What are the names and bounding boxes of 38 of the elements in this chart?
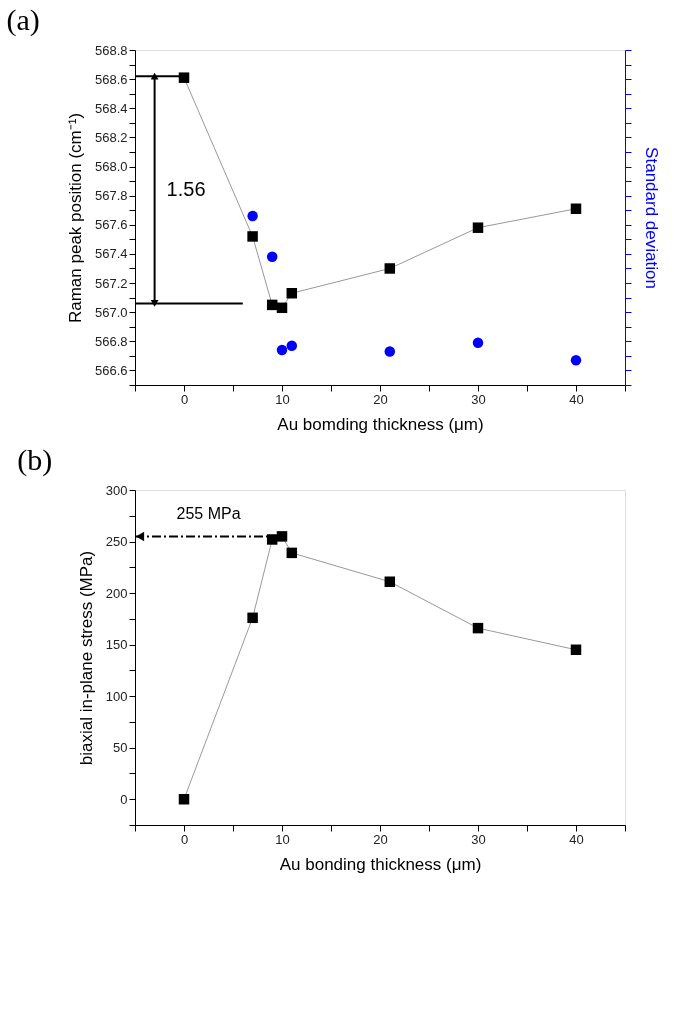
y-tick-label: 566.6 xyxy=(94,362,128,378)
x-tick-label: 0 xyxy=(180,831,189,847)
y-tick-label: 150 xyxy=(105,637,128,653)
y-tick-label: 567.0 xyxy=(94,304,128,320)
y-tick-label: 568.6 xyxy=(94,71,128,87)
y-tick-label: 568.0 xyxy=(94,159,128,175)
x-tick-label: 30 xyxy=(471,831,486,847)
y-tick-label: 568.4 xyxy=(94,100,128,116)
y-tick-label: 250 xyxy=(105,534,128,550)
x-tick-label: 30 xyxy=(471,391,486,407)
x-tick-label: 40 xyxy=(569,391,584,407)
annotation: 255 MPa xyxy=(176,505,241,523)
x-tick-label: 20 xyxy=(373,391,388,407)
y-tick-label: 568.8 xyxy=(94,42,128,58)
y-tick-label: 567.4 xyxy=(94,246,128,262)
y-tick-label: 567.8 xyxy=(94,188,128,204)
chart-title: (a) xyxy=(6,3,40,37)
y-tick-label: 200 xyxy=(105,585,128,601)
y-tick-label: 566.8 xyxy=(94,333,128,349)
annotation: 1.56 xyxy=(166,177,206,200)
x-tick-label: 20 xyxy=(373,831,388,847)
y-tick-label: 567.2 xyxy=(94,275,128,291)
chart-title: (b) xyxy=(17,443,53,477)
y-tick-label: 0 xyxy=(120,791,128,807)
x-tick-label: 0 xyxy=(180,391,189,407)
x-tick-label: 10 xyxy=(275,831,290,847)
y-axis-title: Raman peak position (cm⁻¹) xyxy=(65,112,85,324)
y-tick-label: 567.6 xyxy=(94,217,128,233)
x-tick-label: 40 xyxy=(569,831,584,847)
y-tick-label: 568.2 xyxy=(94,129,128,145)
y-tick-label: 300 xyxy=(105,482,128,498)
y-tick-label: 100 xyxy=(105,688,128,704)
x-axis-title: Au bomding thickness (μm) xyxy=(277,414,484,434)
x-tick-label: 10 xyxy=(275,391,290,407)
y2-axis-title: Standard deviation xyxy=(642,147,661,289)
y-axis-title: biaxial in-plane stress (MPa) xyxy=(76,550,96,766)
y-tick-label: 50 xyxy=(113,740,128,756)
x-axis-title: Au bonding thickness (μm) xyxy=(279,854,482,874)
